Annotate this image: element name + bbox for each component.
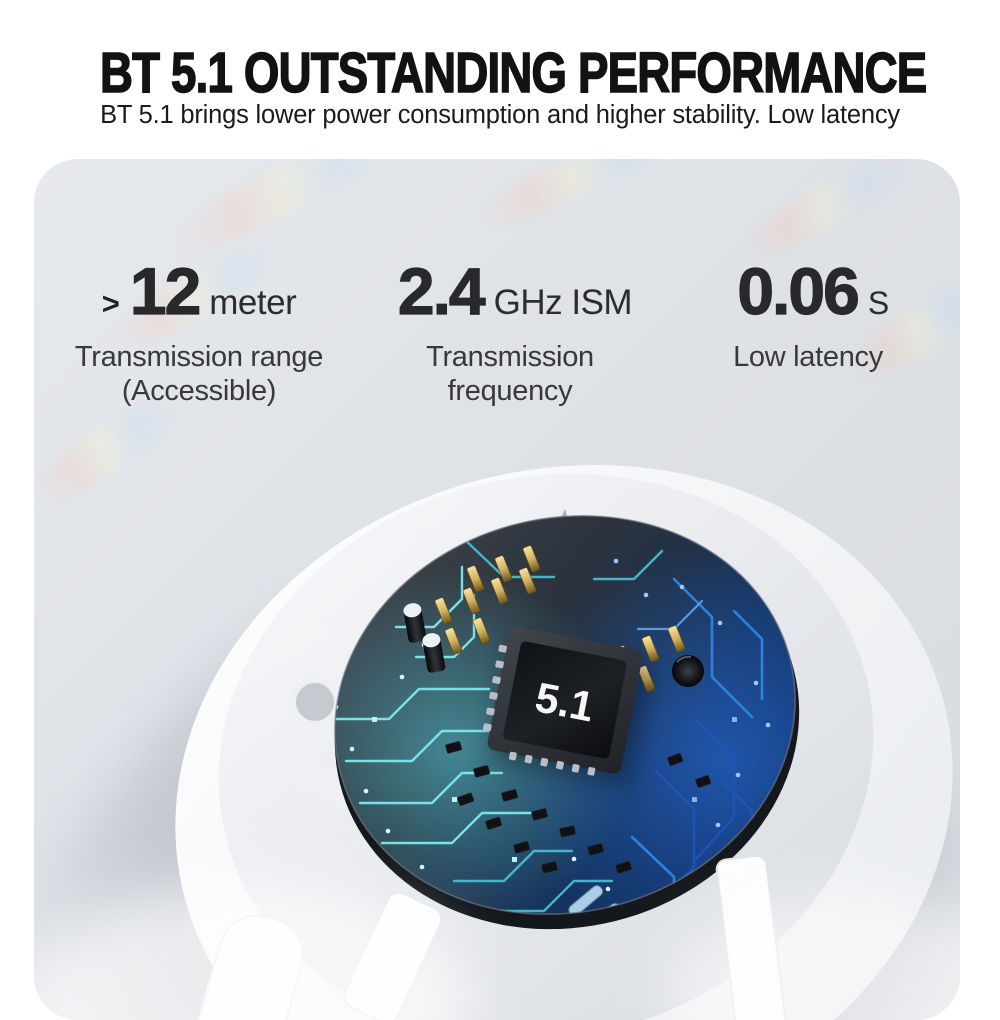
shell-notch [294,759,360,809]
chip-label: 5.1 [531,673,597,730]
stat-value-line: 0.06 S [656,253,960,329]
stats-row: >12 meter Transmission range (Accessible)… [34,253,960,408]
page-title: BT 5.1 OUTSTANDING PERFORMANCE [99,40,927,106]
shell-notch [271,616,331,664]
stat-prefix: > [101,286,120,321]
stat-unit: GHz ISM [493,283,633,322]
stat-label-line-1: Low latency [733,341,883,373]
stat-value: 0.06 [737,253,861,328]
stat-low-latency: 0.06 S Low latency [656,253,960,408]
promo-card: 5.1 >12 meter Transmission range (Accessi… [34,159,960,1020]
stat-value-line: >12 meter [34,253,364,329]
stat-transmission-frequency: 2.4 GHz ISM Transmission frequency [364,253,656,408]
bottom-glow [34,884,960,1020]
capacitor [422,633,446,673]
stat-value-line: 2.4 GHz ISM [364,253,656,329]
smd-components [445,675,712,874]
capacitor [403,603,427,643]
stat-label-line-2: frequency [447,374,573,407]
mic-component [672,655,704,687]
stat-value: 2.4 [397,253,486,328]
stat-label: Low latency [656,341,960,375]
product-photo: 5.1 [34,465,960,1020]
stat-label-line-2: (Accessible) [121,374,277,407]
stat-label: Transmission range (Accessible) [34,341,364,408]
stat-value: 12 [129,253,202,328]
stat-label-line-1: Transmission range [74,341,324,373]
stat-label-line-1: Transmission [426,341,594,373]
chip: 5.1 [483,626,652,786]
stat-transmission-range: >12 meter Transmission range (Accessible) [34,253,364,408]
stat-unit: S [867,285,889,321]
stat-label: Transmission frequency [364,341,656,408]
page-subtitle: BT 5.1 brings lower power consumption an… [100,101,900,129]
stat-unit: meter [209,283,297,322]
shell-hole [293,680,337,724]
board-edge [334,514,796,916]
